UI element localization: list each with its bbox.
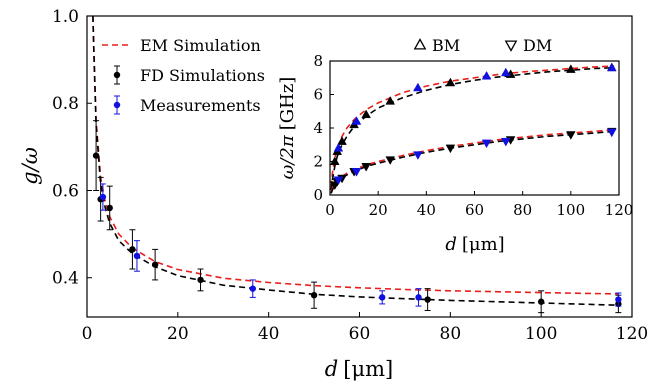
inset-y-tick-label: 8 <box>313 52 323 70</box>
measurements-point <box>249 285 256 292</box>
inset-x-tick-label: 60 <box>465 201 484 219</box>
inset-y-axis-num: ω/2π <box>277 134 298 179</box>
inset-triangle-up-point <box>337 136 347 145</box>
main-x-tick-label: 120 <box>616 324 648 344</box>
inset-x-axis-label: d [μm] <box>445 234 504 255</box>
inset-triangle-up-point <box>413 82 423 92</box>
inset-x-axis-var: d <box>445 234 457 255</box>
inset-line <box>330 65 615 187</box>
fd-simulations-point <box>197 276 204 284</box>
inset-x-tick-label: 20 <box>369 201 388 219</box>
inset-y-tick-label: 2 <box>313 153 323 171</box>
main-y-axis-label: g/ω <box>18 147 42 185</box>
inset-triangle-down-point <box>606 128 617 138</box>
inset-triangle-down-point <box>351 168 362 177</box>
main-x-tick-label: 60 <box>349 324 371 344</box>
fd-simulations-point <box>92 152 100 159</box>
legend-em-simulation-label: EM Simulation <box>140 36 261 55</box>
inset-legend-triangle-down-swatch <box>504 40 518 52</box>
fd-simulations-point <box>106 204 113 212</box>
legend-marker-swatch <box>113 101 121 109</box>
measurements-point <box>99 193 107 201</box>
inset-y-tick-label: 0 <box>313 186 323 204</box>
fd-simulations-point <box>424 296 431 303</box>
main-y-tick-label: 1.0 <box>52 7 79 27</box>
measurements-point <box>379 294 386 301</box>
inset-plot-area <box>330 62 617 194</box>
legend-label: Measurements <box>140 96 261 115</box>
inset-triangle-up-point <box>501 67 511 77</box>
inset-legend: BM DM <box>413 36 552 55</box>
inset-x-tick-label: 120 <box>605 201 634 219</box>
inset-line <box>330 66 615 191</box>
inset-x-tick-label: 0 <box>325 201 335 219</box>
inset-x-axis-unit: [μm] <box>462 234 505 255</box>
inset-triangle-up-point <box>333 142 344 152</box>
measurements-point <box>415 294 422 301</box>
inset-x-tick-label: 40 <box>417 201 436 219</box>
main-y-tick-label: 0.8 <box>52 94 79 114</box>
inset-y-axis-label: ω/2π [GHz] <box>277 77 298 180</box>
main-y-axis-den: ω <box>18 147 42 164</box>
inset-triangle-up-point <box>351 116 362 125</box>
fd-simulations-point <box>537 298 545 305</box>
main-x-tick-label: 80 <box>440 324 462 344</box>
inset-x-tick-label: 100 <box>557 201 586 219</box>
main-x-axis-var: d <box>325 357 338 381</box>
main-y-axis-num: g <box>18 171 42 184</box>
inset-triangle-up-point <box>361 109 371 119</box>
inset-triangle-down-point <box>333 176 344 186</box>
fd-simulations-point <box>310 291 318 299</box>
main-plot-area <box>92 16 622 314</box>
main-legend: EM Simulation FD Simulations Measurements <box>102 36 265 115</box>
inset-triangle-up-point <box>481 70 492 80</box>
main-y-tick-label: 0.4 <box>52 269 79 289</box>
inset-y-tick-label: 6 <box>313 86 323 104</box>
inset-legend-triangle-up-swatch <box>413 38 427 50</box>
inset-triangle-down-point <box>385 156 396 165</box>
inset-triangle-up-point <box>606 62 617 72</box>
main-x-axis-unit: [μm] <box>343 357 393 381</box>
measurements-point <box>615 296 622 303</box>
inset-triangle-up-point <box>330 156 340 165</box>
fd-simulations-point <box>129 246 136 253</box>
fd-simulations-point <box>151 261 159 268</box>
main-y-tick-label: 0.6 <box>52 181 79 201</box>
inset-triangle-down-point <box>501 137 511 147</box>
inset-triangle-down-point <box>445 144 456 154</box>
main-x-tick-label: 100 <box>525 324 557 344</box>
legend-label: FD Simulations <box>140 66 265 85</box>
main-x-tick-label: 20 <box>167 324 189 344</box>
inset-y-axis-unit: [GHz] <box>277 77 298 131</box>
main-x-tick-label: 40 <box>258 324 280 344</box>
inset-triangle-down-point <box>566 131 576 140</box>
inset-triangle-up-point <box>445 77 456 87</box>
inset-triangle-down-point <box>361 163 371 172</box>
inset-chart: 0 20 40 60 80 100 120 0 2 4 6 8 d [μm] ω/2π [GHz] BM D… <box>277 36 633 255</box>
inset-background <box>330 61 619 195</box>
inset-x-tick-label: 80 <box>513 201 532 219</box>
inset-triangle-down-point <box>481 139 492 149</box>
inset-triangle-up-point <box>566 64 576 73</box>
inset-ticks: 0 20 40 60 80 100 120 0 2 4 6 8 <box>313 52 633 219</box>
inset-legend-label: BM <box>432 36 460 55</box>
inset-triangle-up-point <box>385 96 396 105</box>
measurements-point <box>133 252 141 260</box>
inset-y-tick-label: 4 <box>313 119 323 137</box>
main-x-tick-label: 0 <box>82 324 93 344</box>
legend-marker-swatch <box>113 71 121 79</box>
inset-legend-label: DM <box>523 36 552 55</box>
main-x-axis-label: d [μm] <box>325 357 393 381</box>
inset-triangle-down-point <box>413 151 423 160</box>
